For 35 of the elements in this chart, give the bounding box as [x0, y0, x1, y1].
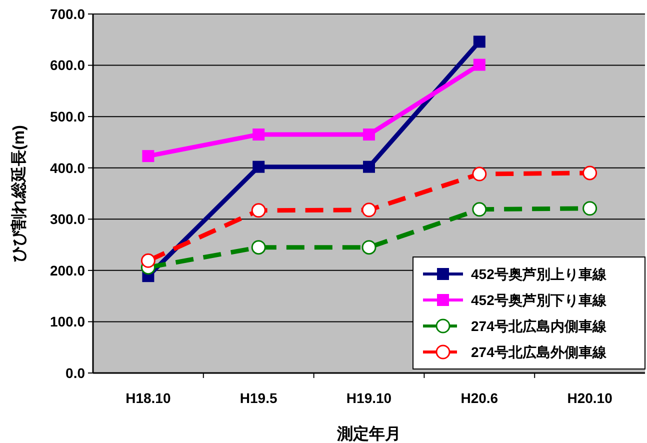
point [142, 150, 154, 162]
y-tick-label: 100.0 [50, 314, 86, 330]
legend-label: 452号奥芦別上り車線 [471, 266, 608, 282]
y-axis-title: ひび割れ総延長(m) [10, 125, 28, 262]
point [362, 240, 376, 255]
point [362, 202, 376, 218]
x-axis-title: 測定年月 [336, 425, 401, 443]
point [252, 128, 265, 141]
x-tick-label: H19.5 [240, 390, 278, 406]
point [473, 36, 486, 48]
point [582, 166, 598, 180]
y-tick-label: 0.0 [66, 364, 86, 381]
y-tick-label: 300.0 [50, 211, 86, 228]
point [251, 240, 266, 255]
point [363, 160, 375, 173]
y-tick-label: 500.0 [50, 108, 86, 124]
x-tick-label: H18.10 [126, 390, 171, 406]
point [472, 166, 487, 182]
y-tick-label: 600.0 [50, 57, 86, 74]
x-tick-label: H20.6 [460, 390, 498, 406]
x-tick-label: H20.10 [567, 390, 613, 406]
point [472, 202, 487, 217]
y-tick-label: 200.0 [50, 262, 86, 278]
legend-label: 274号北広島内側車線 [471, 318, 608, 334]
point [140, 253, 156, 268]
legend-label: 452号奥芦別下り車線 [471, 292, 608, 308]
x-tick-label: H19.10 [346, 390, 392, 406]
point [252, 160, 265, 173]
y-tick-label: 400.0 [50, 160, 86, 176]
y-tick-label: 700.0 [50, 6, 86, 22]
point [582, 201, 598, 216]
point [363, 128, 375, 141]
point [251, 203, 266, 218]
legend-label: 274号北広島外側車線 [471, 344, 608, 360]
point [473, 58, 486, 71]
